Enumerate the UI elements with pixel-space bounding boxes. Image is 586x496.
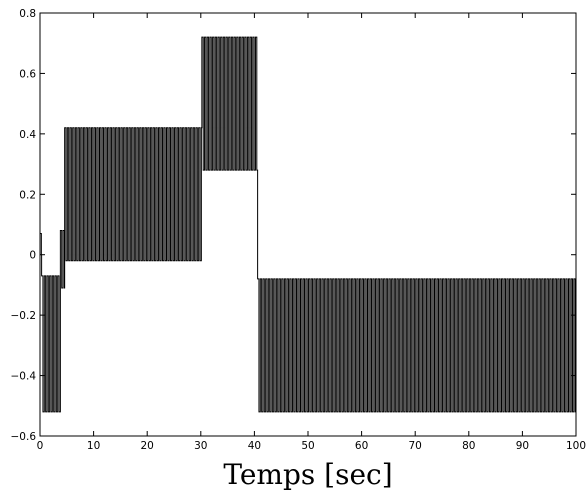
- y-tick-label: 0.8: [19, 8, 36, 20]
- x-tick-label: 50: [301, 440, 314, 452]
- series-line-0: [40, 36, 576, 413]
- x-tick-label: 90: [516, 440, 529, 452]
- plot-frame: [39, 12, 577, 437]
- y-tick-label: 0.4: [19, 129, 36, 141]
- x-tick-label: 40: [248, 440, 261, 452]
- ticks-layer: 0 10 20 30 40 50 60 70 80 90 100 −0.6 −0.4 −0.2 0 0.2 0.…: [11, 8, 586, 452]
- x-tick-label: 20: [141, 440, 154, 452]
- y-tick-label: 0.6: [19, 68, 36, 80]
- x-tick-label: 10: [87, 440, 100, 452]
- x-axis-title: Temps [sec]: [223, 458, 392, 491]
- x-tick-label: 60: [355, 440, 368, 452]
- x-tick-label: 30: [194, 440, 207, 452]
- y-tick-label: −0.6: [11, 431, 37, 443]
- x-tick-label: 0: [37, 440, 44, 452]
- y-tick-label: −0.2: [11, 310, 37, 322]
- x-tick-label: 70: [409, 440, 422, 452]
- y-tick-label: 0: [29, 250, 36, 262]
- y-tick-label: −0.4: [11, 371, 37, 383]
- x-tick-label: 80: [462, 440, 475, 452]
- series-layer: [40, 36, 576, 413]
- y-tick-label: 0.2: [19, 189, 36, 201]
- x-tick-label: 100: [566, 440, 586, 452]
